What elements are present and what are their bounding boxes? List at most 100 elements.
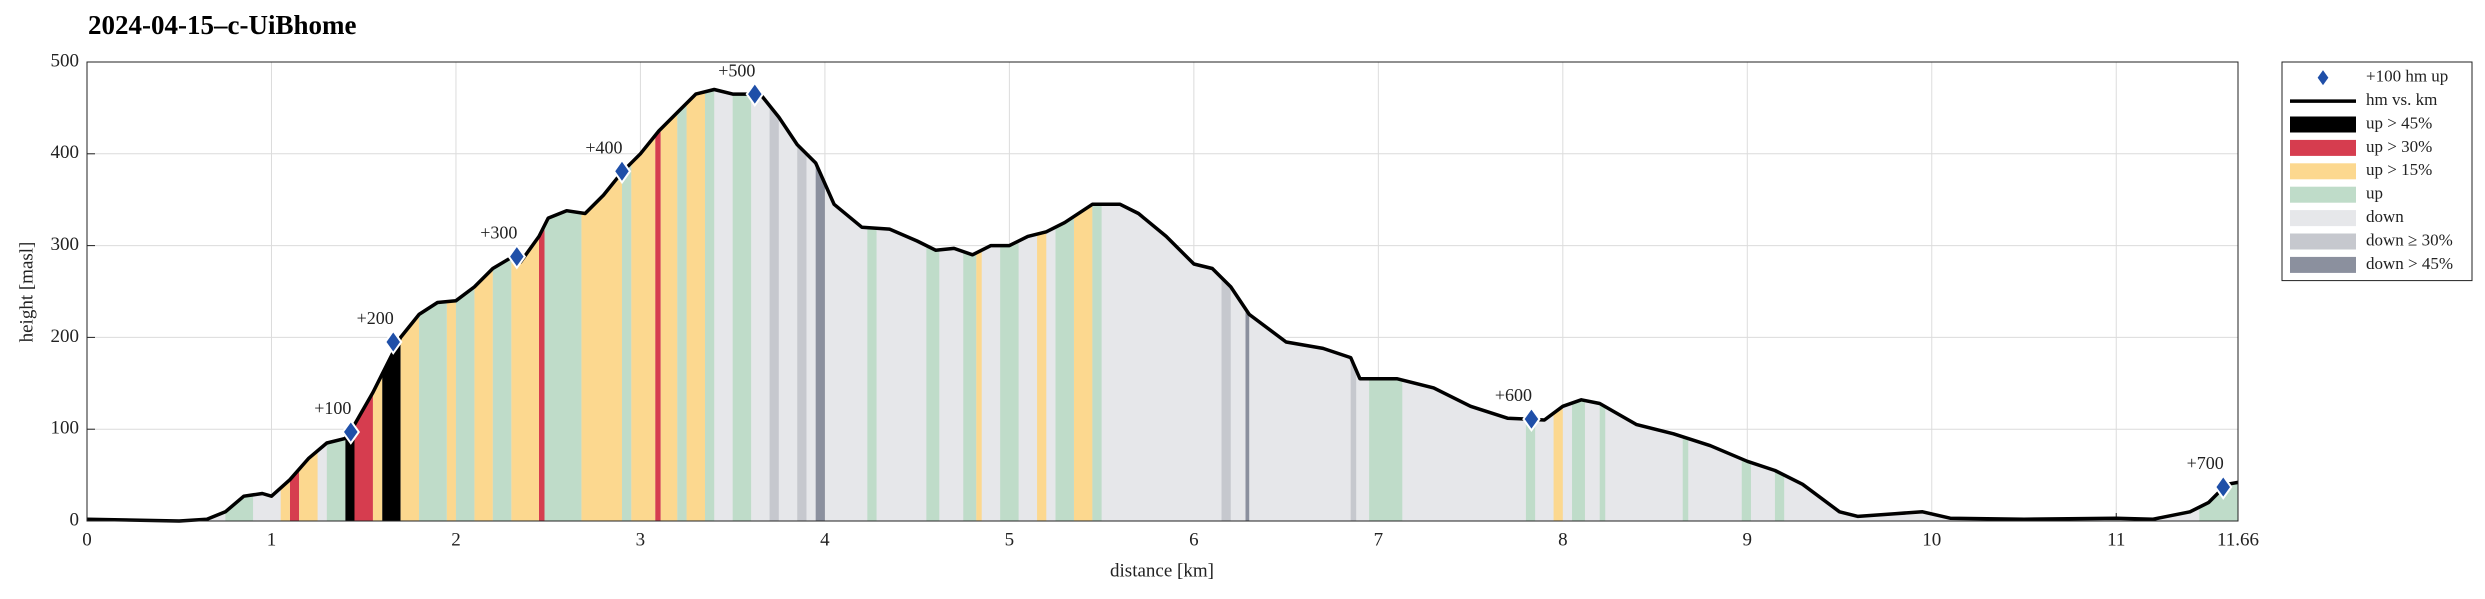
legend-swatch — [2290, 256, 2356, 273]
y-tick-label: 100 — [51, 418, 80, 439]
legend-label: hm vs. km — [2366, 90, 2437, 109]
band — [815, 89, 825, 521]
band — [1092, 89, 1102, 521]
marker — [2214, 474, 2233, 500]
bands — [87, 89, 2238, 521]
y-tick-label: 200 — [51, 326, 80, 347]
legend-label: down ≥ 30% — [2366, 230, 2453, 249]
band — [704, 89, 715, 521]
marker — [612, 158, 632, 185]
y-tick-label: 0 — [70, 509, 80, 530]
x-tick-label: 9 — [1743, 529, 1753, 550]
band — [225, 89, 254, 521]
legend-swatch — [2290, 186, 2356, 203]
band — [1073, 89, 1093, 521]
band — [1350, 89, 1357, 521]
band — [474, 89, 493, 521]
band — [382, 89, 401, 521]
legend-swatch — [2290, 139, 2356, 156]
band — [1774, 89, 1785, 521]
legend-label: up — [2366, 184, 2383, 203]
band — [280, 89, 290, 521]
x-tick-label: 4 — [820, 529, 830, 550]
marker — [1522, 406, 1541, 433]
band — [345, 89, 355, 521]
band — [538, 89, 545, 521]
x-tick-label: 0 — [82, 529, 92, 550]
marker-label: +300 — [480, 223, 517, 243]
legend-label: down — [2366, 207, 2404, 226]
band — [677, 89, 687, 521]
band — [769, 89, 779, 521]
band — [544, 89, 582, 521]
band — [1525, 89, 1536, 521]
band — [926, 89, 940, 521]
x-tick-label: 10 — [1922, 529, 1941, 550]
legend-swatch — [2290, 163, 2356, 180]
legend-swatch — [2290, 210, 2356, 227]
x-tick-label: 5 — [1005, 529, 1015, 550]
legend-swatch — [2290, 233, 2356, 250]
marker — [341, 419, 361, 445]
axes-box — [86, 61, 2239, 522]
band — [1599, 89, 1606, 521]
x-tick-label: 6 — [1189, 529, 1199, 550]
x-tick-label: 3 — [636, 529, 646, 550]
legend-marker — [2316, 68, 2330, 87]
band — [686, 89, 705, 521]
legend-label: +100 hm up — [2366, 67, 2448, 86]
band — [511, 89, 539, 521]
marker-label: +400 — [585, 137, 622, 157]
marker-label: +200 — [357, 308, 394, 328]
x-tick-label: 1 — [267, 529, 277, 550]
legend-label: up > 45% — [2366, 113, 2432, 132]
band — [1037, 89, 1047, 521]
x-tick-label: 8 — [1558, 529, 1568, 550]
legend-label: down > 45% — [2366, 254, 2453, 273]
band — [1221, 89, 1231, 521]
band — [1055, 89, 1074, 521]
band — [655, 89, 661, 521]
band — [732, 89, 752, 521]
y-tick-label: 300 — [51, 234, 80, 255]
band — [289, 89, 300, 521]
marker-label: +600 — [1495, 385, 1532, 405]
band — [621, 89, 632, 521]
band — [446, 89, 456, 521]
x-tick-label: 2 — [451, 529, 461, 550]
band — [492, 89, 512, 521]
marker — [384, 329, 403, 355]
band — [1682, 89, 1689, 521]
band — [354, 89, 373, 521]
band — [797, 89, 807, 521]
marker — [745, 81, 765, 108]
band — [963, 89, 977, 521]
band — [455, 89, 475, 521]
marker-label: +500 — [718, 60, 755, 80]
band — [419, 89, 447, 521]
band — [660, 89, 678, 521]
x-tick-label: 7 — [1374, 529, 1384, 550]
marker-label: +700 — [2187, 453, 2224, 473]
band — [581, 89, 622, 521]
band — [1245, 89, 1250, 521]
legend-label: up > 30% — [2366, 137, 2432, 156]
band — [867, 89, 877, 521]
band — [372, 89, 383, 521]
marker — [507, 243, 527, 270]
y-tick-label: 500 — [51, 50, 80, 71]
x-axis-label: distance [km] — [1110, 560, 1214, 581]
marker-label: +100 — [314, 398, 351, 418]
band — [400, 89, 420, 521]
band — [1741, 89, 1751, 521]
x-tick-label: 11 — [2107, 529, 2125, 550]
band — [1553, 89, 1563, 521]
y-axis-label: height [masl] — [16, 242, 37, 343]
band — [1369, 89, 1403, 521]
band — [631, 89, 656, 521]
legend-swatch — [2290, 116, 2356, 133]
x-tick-label: 11.66 — [2217, 529, 2259, 550]
band — [326, 89, 346, 521]
y-tick-label: 400 — [51, 142, 80, 163]
